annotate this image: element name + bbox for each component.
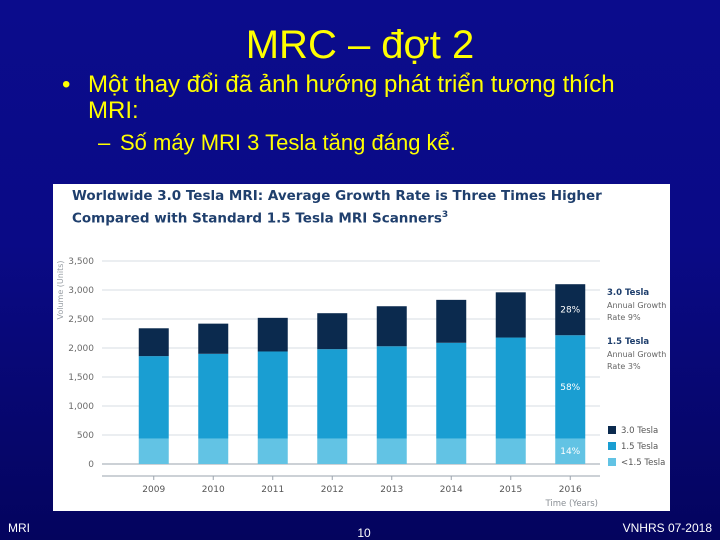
bar-segment [198, 323, 229, 354]
bar-segment [257, 438, 288, 464]
page-number: 10 [357, 526, 371, 540]
sub-bullet-text: Số máy MRI 3 Tesla tăng đáng kể. [120, 130, 456, 155]
x-tick-label: 2010 [202, 485, 225, 495]
dash-icon: – [98, 130, 111, 155]
x-tick-label: 2011 [261, 485, 284, 495]
data-label: 28% [560, 306, 580, 316]
bar-segment [376, 346, 407, 439]
bar-segment [555, 284, 586, 336]
x-tick-label: 2015 [499, 485, 522, 495]
x-tick-label: 2009 [142, 485, 165, 495]
legend-label: <1.5 Tesla [621, 458, 665, 468]
x-tick-label: 2013 [380, 485, 403, 495]
y-tick-label: 0 [88, 460, 94, 470]
y-tick-label: 3,000 [68, 286, 94, 296]
legend-swatch [608, 426, 616, 434]
data-label: 14% [560, 447, 580, 457]
annotation-text: Rate 3% [607, 362, 641, 371]
chart-title-text: Worldwide 3.0 Tesla MRI: Average Growth … [72, 188, 602, 227]
bar-segment [495, 438, 526, 464]
footer-right: VNHRS 07-2018 [622, 521, 712, 535]
legend-label: 3.0 Tesla [621, 426, 658, 436]
legend-swatch [608, 458, 616, 466]
x-tick-label: 2016 [559, 485, 582, 495]
annotation-title: 1.5 Tesla [607, 337, 649, 347]
x-axis-label: Time (Years) [544, 499, 598, 509]
y-tick-label: 2,500 [68, 315, 94, 325]
bar-segment [257, 351, 288, 439]
y-tick-label: 3,500 [68, 257, 94, 267]
bar-segment [138, 438, 169, 464]
bar-segment [257, 317, 288, 352]
y-tick-label: 2,000 [68, 344, 94, 354]
chart-title: Worldwide 3.0 Tesla MRI: Average Growth … [72, 187, 612, 229]
bar-segment [555, 438, 586, 464]
bar-segment [138, 328, 169, 357]
slide-title: MRC – đợt 2 [245, 23, 475, 67]
bullet-text: Một thay đổi đã ảnh hướng phát triển tươ… [88, 71, 615, 124]
legend-label: 1.5 Tesla [621, 442, 658, 452]
bar-segment [317, 349, 348, 439]
x-tick-label: 2014 [440, 485, 463, 495]
bar-segment [376, 438, 407, 464]
y-tick-label: 1,500 [68, 373, 94, 383]
footer-left: MRI [8, 521, 30, 535]
bar-segment [495, 292, 526, 338]
annotation-text: Annual Growth [607, 301, 666, 310]
bar-segment [198, 353, 229, 439]
bar-segment [317, 438, 348, 464]
annotation-title: 3.0 Tesla [607, 288, 649, 298]
bullet-dot-icon: • [62, 71, 71, 98]
bar-segment [436, 299, 467, 343]
bar-segment [138, 356, 169, 439]
y-tick-label: 1,000 [68, 402, 94, 412]
bar-segment [495, 337, 526, 439]
bar-segment [555, 335, 586, 439]
annotation-text: Rate 9% [607, 313, 641, 322]
legend-swatch [608, 442, 616, 450]
chart-title-footnote: 3 [441, 210, 449, 220]
annotation-text: Annual Growth [607, 350, 666, 359]
data-label: 58% [560, 383, 580, 393]
y-axis-label: Volume (Units) [56, 261, 65, 320]
bar-segment [317, 313, 348, 350]
bar-segment [436, 342, 467, 439]
bar-segment [376, 306, 407, 347]
bar-segment [436, 438, 467, 464]
y-tick-label: 500 [77, 431, 94, 441]
bar-segment [198, 438, 229, 464]
x-tick-label: 2012 [321, 485, 344, 495]
